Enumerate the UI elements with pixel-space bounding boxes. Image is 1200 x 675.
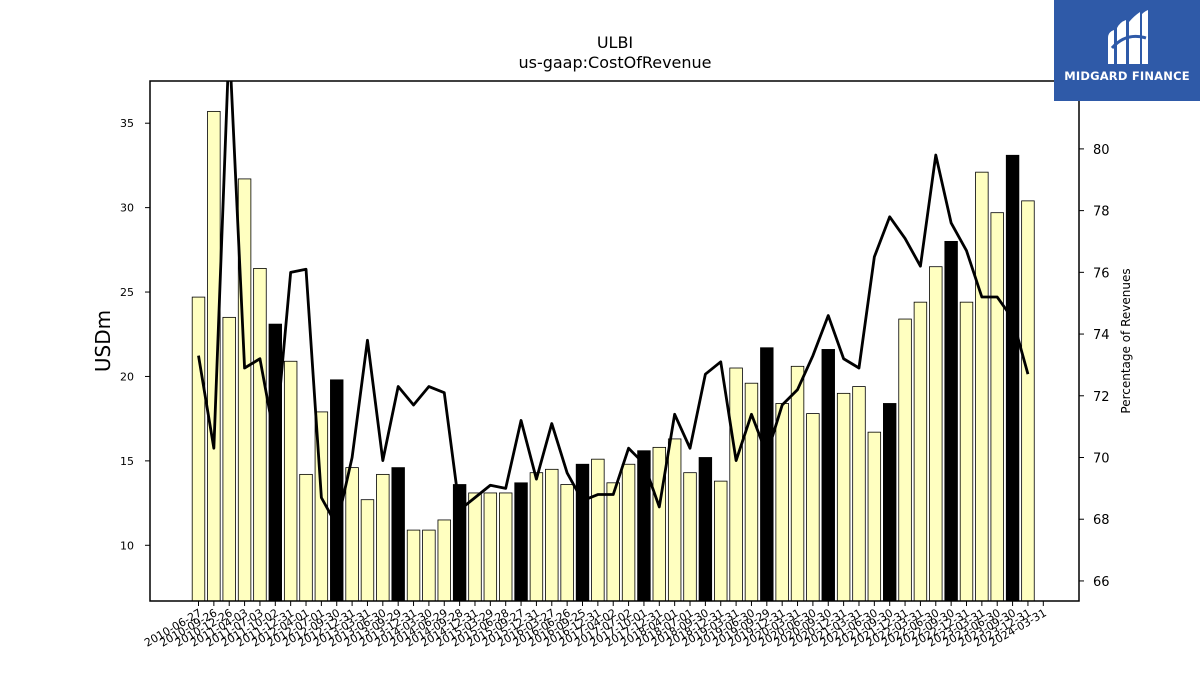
bar-2020-09-30: [821, 349, 835, 602]
bar-2018-04-01: [667, 438, 682, 602]
bar-2011-07-03: [253, 267, 267, 602]
bar-2022-06-30: [929, 266, 943, 602]
midgard-logo-icon: [1108, 10, 1148, 64]
bar-2022-03-31: [913, 301, 928, 602]
logo-text: MIDGARD FINANCE: [1064, 69, 1190, 83]
bar-2018-12-31: [714, 480, 728, 602]
bar-2015-09-27: [514, 482, 528, 602]
bar-2021-12-31: [898, 318, 912, 602]
bar-2023-06-30: [990, 212, 1004, 602]
bar-2021-09-30: [883, 403, 897, 602]
bar-2021-03-31: [852, 386, 866, 602]
bar-2013-09-29: [391, 467, 405, 602]
right-axis-ticks: 66 68 70 72 74 76 78 80: [1079, 143, 1110, 590]
chart-title: ULBI: [597, 33, 633, 52]
bar-2017-04-02: [606, 482, 620, 602]
bar-2017-07-02: [621, 463, 636, 602]
y-tick-label: 25: [120, 286, 134, 299]
bar-2014-12-31: [468, 492, 482, 602]
y-tick-label: 10: [120, 539, 134, 552]
bar-2012-04-01: [299, 473, 313, 602]
bar-2011-10-02: [268, 323, 283, 602]
bar-2020-06-30: [806, 413, 820, 602]
bar-2018-09-30: [698, 457, 713, 602]
y2-tick-label: 78: [1093, 205, 1110, 220]
bar-2016-03-27: [545, 468, 559, 602]
y2-tick-label: 68: [1093, 513, 1110, 528]
bar-2015-12-31: [529, 472, 544, 602]
bar-2015-03-29: [483, 492, 498, 602]
bar-2016-09-25: [575, 463, 590, 602]
bar-2023-09-30: [1005, 154, 1020, 602]
bar-2012-12-31: [345, 467, 359, 602]
midgard-finance-logo: MIDGARD FINANCE: [1054, 0, 1200, 101]
chart-subtitle: us-gaap:CostOfRevenue: [518, 53, 711, 72]
bar-2011-04-03: [237, 178, 252, 602]
bar-2019-03-31: [729, 367, 743, 602]
bar-2011-12-31: [283, 360, 298, 602]
y2-tick-label: 66: [1093, 575, 1110, 590]
bar-2020-12-31: [836, 392, 851, 602]
y-tick-label: 30: [120, 202, 134, 215]
left-axis-ticks: 10 15 20 25 30 35: [120, 117, 150, 552]
bar-2010-12-26: [222, 316, 236, 602]
y2-tick-label: 76: [1093, 266, 1110, 281]
bar-2012-09-30: [330, 379, 344, 602]
y2-axis-label: Percentage of Revenues: [1119, 268, 1133, 413]
y-tick-label: 35: [120, 117, 134, 130]
bar-2019-09-29: [760, 347, 774, 602]
bar-2016-12-31: [591, 458, 605, 602]
bar-2013-12-31: [406, 529, 421, 602]
bar-2015-06-28: [498, 492, 513, 602]
bar-2023-12-31: [1021, 200, 1035, 602]
y2-tick-label: 74: [1093, 328, 1110, 343]
bar-2014-03-30: [422, 529, 436, 602]
bar-2017-12-31: [652, 446, 667, 602]
bar-2010-06-27: [191, 296, 206, 602]
bar-2021-06-30: [867, 431, 882, 602]
y-axis-label: USDm: [91, 310, 115, 372]
bar-2018-07-01: [683, 472, 697, 602]
bar-2019-12-31: [775, 403, 789, 602]
bar-2013-06-30: [376, 473, 390, 602]
bar-2022-12-31: [959, 301, 974, 602]
y-tick-label: 15: [120, 455, 134, 468]
bar-2020-03-31: [790, 365, 805, 602]
bar-series: [191, 110, 1035, 602]
y2-tick-label: 80: [1093, 143, 1110, 158]
bar-2013-03-31: [360, 499, 375, 602]
y2-tick-label: 72: [1093, 390, 1110, 405]
bar-2016-06-26: [560, 484, 574, 602]
bar-2014-06-29: [437, 519, 451, 602]
y2-tick-label: 70: [1093, 451, 1110, 466]
x-axis-ticks: 2010-06-272010-09-262010-12-262011-04-03…: [142, 601, 1049, 650]
plot-frame: [149, 80, 1080, 602]
bar-2022-09-30: [944, 240, 958, 602]
y-tick-label: 20: [120, 370, 134, 383]
bar-2023-03-31: [975, 171, 989, 602]
percentage-line: [197, 81, 1030, 527]
